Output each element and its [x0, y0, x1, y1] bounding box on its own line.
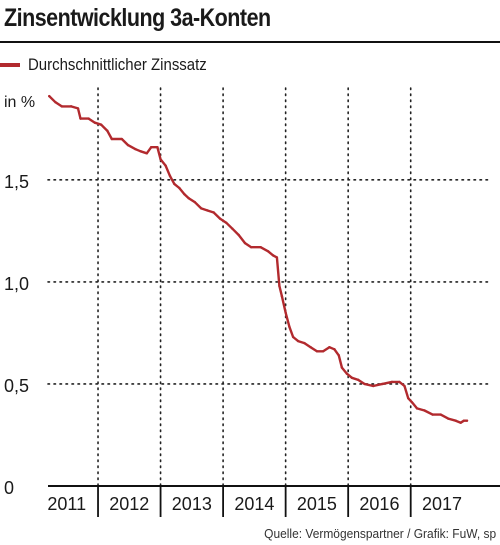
data-point [126, 143, 130, 147]
data-point [459, 421, 462, 424]
data-point [337, 354, 340, 357]
y-tick-label-0: 0 [4, 478, 14, 498]
data-point [110, 137, 113, 141]
data-point [403, 384, 406, 388]
data-point [390, 380, 394, 384]
data-point [465, 419, 469, 422]
data-point [345, 372, 349, 375]
data-point [149, 145, 153, 149]
data-point [321, 350, 325, 353]
data-point [76, 107, 80, 110]
data-point [407, 397, 410, 400]
data-point [193, 201, 197, 204]
data-point [288, 325, 291, 328]
data-point [250, 246, 253, 249]
data-point [237, 233, 240, 237]
data-point [200, 207, 203, 210]
data-point [187, 197, 190, 200]
data-point [291, 335, 295, 339]
series-layer [48, 94, 469, 424]
data-point [398, 380, 401, 384]
x-tick-label-2: 2013 [172, 494, 212, 514]
data-point [178, 186, 181, 190]
data-point [454, 419, 457, 422]
data-point [243, 241, 247, 245]
data-point [328, 346, 331, 349]
data-point [439, 413, 442, 416]
x-tick-label-3: 2014 [234, 494, 274, 514]
grid-layer [47, 87, 493, 487]
data-point [54, 101, 57, 104]
x-tick-label-1: 2012 [109, 494, 149, 514]
data-point [120, 137, 123, 141]
data-point [356, 378, 360, 382]
data-point [415, 407, 419, 410]
x-tick-label-4: 2015 [297, 494, 337, 514]
data-point [168, 174, 172, 177]
data-point [333, 348, 336, 351]
data-point [447, 417, 450, 420]
x-tick-label-0: 2011 [47, 494, 86, 514]
data-point [371, 384, 375, 388]
data-point [69, 105, 73, 108]
legend-swatch [0, 63, 20, 67]
data-point [139, 150, 142, 153]
data-point [363, 382, 366, 386]
axis-layer: 0 0,5 1,0 1,5 2011 2012 2013 2014 2015 2016 2017 [4, 172, 500, 517]
data-point [156, 145, 159, 149]
data-point [266, 250, 270, 253]
data-point [218, 217, 222, 220]
data-point [462, 419, 466, 422]
data-point [206, 209, 209, 212]
data-point [173, 182, 176, 186]
data-point [99, 123, 103, 126]
y-tick-label-1: 0,5 [4, 376, 29, 396]
chart-title: Zinsentwicklung 3a-Konten [4, 4, 271, 32]
data-point [410, 401, 414, 404]
data-point [106, 129, 109, 133]
legend-label: Durchschnittlicher Zinssatz [28, 55, 207, 74]
data-point [309, 346, 312, 349]
data-point [225, 221, 228, 224]
y-tick-label-3: 1,5 [4, 172, 29, 192]
x-tick-label-5: 2016 [359, 494, 399, 514]
data-point [381, 382, 384, 386]
data-point [48, 94, 51, 98]
source-credit: Quelle: Vermögenspartner / Grafik: FuW, … [264, 526, 496, 541]
data-point [145, 152, 149, 155]
data-point [423, 409, 426, 412]
x-tick-label-6: 2017 [422, 494, 462, 514]
data-point [284, 311, 287, 314]
y-axis-label: in % [4, 94, 35, 111]
data-point [79, 117, 82, 120]
data-point [134, 148, 137, 151]
data-point [60, 105, 63, 108]
series-line-0 [48, 95, 469, 424]
data-point [350, 376, 354, 380]
data-point [278, 284, 281, 288]
data-point [315, 350, 319, 353]
data-point [340, 366, 344, 369]
data-point [431, 413, 434, 416]
data-point [259, 246, 262, 249]
y-tick-label-2: 1,0 [4, 274, 29, 294]
data-point [183, 192, 186, 196]
data-point [231, 227, 234, 231]
data-point [93, 121, 97, 124]
data-point [303, 341, 306, 345]
data-point [271, 254, 275, 257]
data-point [280, 294, 284, 298]
data-point [164, 164, 167, 167]
title-rule [0, 41, 500, 43]
legend: Durchschnittlicher Zinssatz [0, 55, 231, 75]
data-point [275, 256, 279, 259]
data-point [296, 339, 300, 343]
data-point [159, 158, 162, 161]
data-point [87, 117, 90, 120]
data-point [212, 211, 215, 214]
